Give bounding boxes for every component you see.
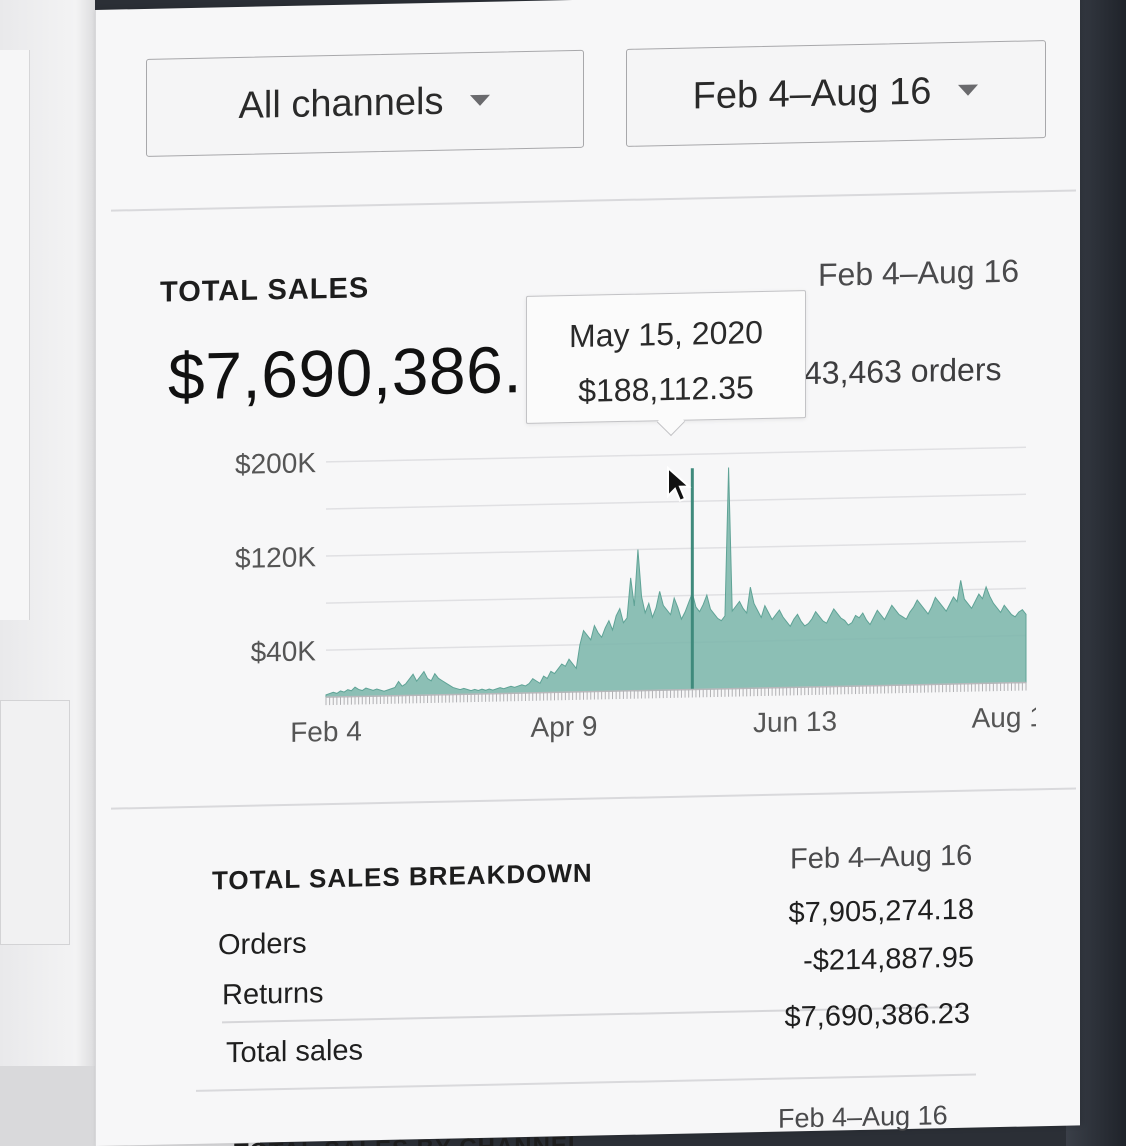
breakdown-orders-value: $7,905,274.18 xyxy=(788,893,974,930)
chevron-down-icon xyxy=(469,94,491,108)
breakdown-title: TOTAL SALES BREAKDOWN xyxy=(212,857,593,896)
date-range-select[interactable]: Feb 4–Aug 16 xyxy=(626,40,1046,147)
breakdown-date-range: Feb 4–Aug 16 xyxy=(790,839,973,876)
analytics-panel: All channels Feb 4–Aug 16 TOTAL SALES Fe… xyxy=(95,0,1080,1146)
sales-area-series[interactable] xyxy=(325,461,1027,698)
background-window-edge-lower xyxy=(0,700,70,945)
breakdown-returns-label: Returns xyxy=(222,977,324,1012)
total-sales-chart[interactable]: $200K $120K $40K Feb 4 Apr 9 Jun 13 Aug 16 xyxy=(156,420,1036,758)
breakdown-returns-value: -$214,887.95 xyxy=(803,941,974,978)
chart-tooltip: May 15, 2020 $188,112.35 xyxy=(526,290,806,437)
channel-filter-select[interactable]: All channels xyxy=(146,49,584,157)
orders-count: 43,463 orders xyxy=(804,351,1002,392)
date-range-label: Feb 4–Aug 16 xyxy=(692,69,932,117)
breakdown-total-value: $7,690,386.23 xyxy=(784,997,970,1034)
y-axis-tick-label: $120K xyxy=(235,541,316,574)
y-axis-tick-label: $40K xyxy=(251,635,317,667)
tooltip-value: $188,112.35 xyxy=(578,369,754,409)
section-divider xyxy=(196,1073,976,1092)
x-axis-tick-label: Feb 4 xyxy=(290,715,362,747)
total-sales-title: TOTAL SALES xyxy=(160,272,370,309)
chart-gridline xyxy=(326,587,1026,604)
x-axis-tick-label: Jun 13 xyxy=(753,705,837,738)
chart-gridline xyxy=(326,446,1026,463)
by-channel-date-range: Feb 4–Aug 16 xyxy=(778,1100,948,1134)
total-sales-amount: $7,690,386. xyxy=(168,332,523,414)
by-channel-title: TOTAL SALES BY CHANNEL xyxy=(234,1132,584,1146)
breakdown-orders-label: Orders xyxy=(218,927,307,962)
x-axis-tick-label: Aug 16 xyxy=(972,701,1036,734)
section-divider xyxy=(111,189,1076,212)
channel-filter-label: All channels xyxy=(238,80,444,127)
mouse-cursor-icon xyxy=(666,465,692,509)
y-axis-tick-label: $200K xyxy=(235,447,316,480)
chevron-down-icon xyxy=(957,83,979,97)
section-divider xyxy=(111,787,1076,810)
chart-gridline xyxy=(326,540,1026,557)
breakdown-total-label: Total sales xyxy=(226,1034,364,1070)
tooltip-date: May 15, 2020 xyxy=(569,314,763,355)
chart-x-axis xyxy=(326,681,1026,698)
x-axis-tick-label: Apr 9 xyxy=(531,710,598,742)
background-window-edge xyxy=(0,50,30,620)
chart-gridline xyxy=(326,493,1026,510)
total-sales-date-range: Feb 4–Aug 16 xyxy=(818,252,1020,293)
